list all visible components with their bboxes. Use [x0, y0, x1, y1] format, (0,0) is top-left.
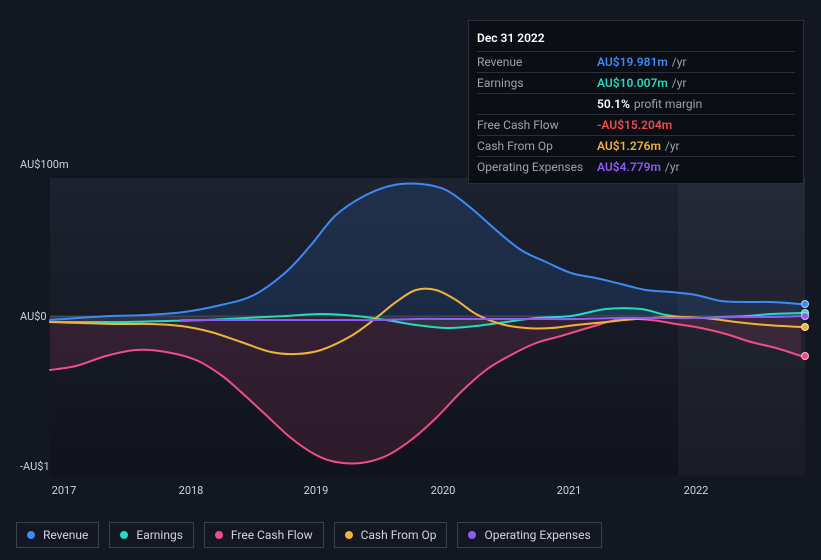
legend-label: Revenue: [43, 528, 88, 542]
tooltip-row-label: [477, 97, 597, 111]
tooltip-row-label: Operating Expenses: [477, 160, 597, 174]
legend-label: Free Cash Flow: [231, 528, 313, 542]
series-end-marker: [801, 300, 809, 308]
tooltip-row-unit: /yr: [665, 139, 680, 153]
tooltip-row-label: Revenue: [477, 55, 597, 69]
legend-dot-icon: [345, 531, 353, 539]
series-end-marker: [801, 323, 809, 331]
legend-dot-icon: [468, 531, 476, 539]
tooltip-row: 50.1% profit margin: [477, 93, 795, 114]
series-end-marker: [801, 352, 809, 360]
tooltip-row-label: Cash From Op: [477, 139, 597, 153]
tooltip-row-unit: /yr: [672, 55, 687, 69]
tooltip-row-value: 50.1%: [597, 97, 630, 111]
legend-item[interactable]: Operating Expenses: [457, 522, 601, 548]
tooltip-date: Dec 31 2022: [477, 27, 795, 51]
legend: Revenue Earnings Free Cash Flow Cash From O…: [16, 522, 602, 548]
chart-area[interactable]: [16, 160, 805, 476]
chart-tooltip: Dec 31 2022 RevenueAU$19.981m/yrEarnings…: [468, 20, 804, 184]
x-tick-label: 2020: [431, 484, 456, 497]
tooltip-row: Operating ExpensesAU$4.779m/yr: [477, 156, 795, 177]
legend-label: Operating Expenses: [484, 528, 590, 542]
series-end-marker: [801, 312, 809, 320]
x-axis: 2017 2018 2019 2020 2021 2022: [16, 484, 805, 504]
x-tick-label: 2018: [179, 484, 204, 497]
x-tick-label: 2017: [52, 484, 77, 497]
legend-dot-icon: [215, 531, 223, 539]
legend-dot-icon: [120, 531, 128, 539]
tooltip-row-label: Free Cash Flow: [477, 118, 597, 132]
legend-item[interactable]: Cash From Op: [334, 522, 448, 548]
tooltip-row-unit: /yr: [665, 160, 680, 174]
tooltip-row: EarningsAU$10.007m/yr: [477, 72, 795, 93]
tooltip-row-unit: /yr: [672, 76, 687, 90]
tooltip-row: RevenueAU$19.981m/yr: [477, 51, 795, 72]
x-tick-label: 2019: [304, 484, 329, 497]
x-tick-label: 2021: [557, 484, 582, 497]
legend-label: Cash From Op: [361, 528, 437, 542]
tooltip-row-unit: profit margin: [634, 97, 702, 111]
tooltip-row-value: AU$19.981m: [597, 55, 668, 69]
legend-label: Earnings: [136, 528, 183, 542]
tooltip-row-value: -AU$15.204m: [597, 118, 672, 132]
legend-item[interactable]: Revenue: [16, 522, 99, 548]
legend-item[interactable]: Earnings: [109, 522, 194, 548]
tooltip-row-label: Earnings: [477, 76, 597, 90]
x-tick-label: 2022: [684, 484, 709, 497]
tooltip-row-value: AU$1.276m: [597, 139, 661, 153]
tooltip-row: Cash From OpAU$1.276m/yr: [477, 135, 795, 156]
legend-dot-icon: [27, 531, 35, 539]
legend-item[interactable]: Free Cash Flow: [204, 522, 324, 548]
tooltip-row-value: AU$10.007m: [597, 76, 668, 90]
tooltip-row-value: AU$4.779m: [597, 160, 661, 174]
tooltip-row: Free Cash Flow-AU$15.204m: [477, 114, 795, 135]
